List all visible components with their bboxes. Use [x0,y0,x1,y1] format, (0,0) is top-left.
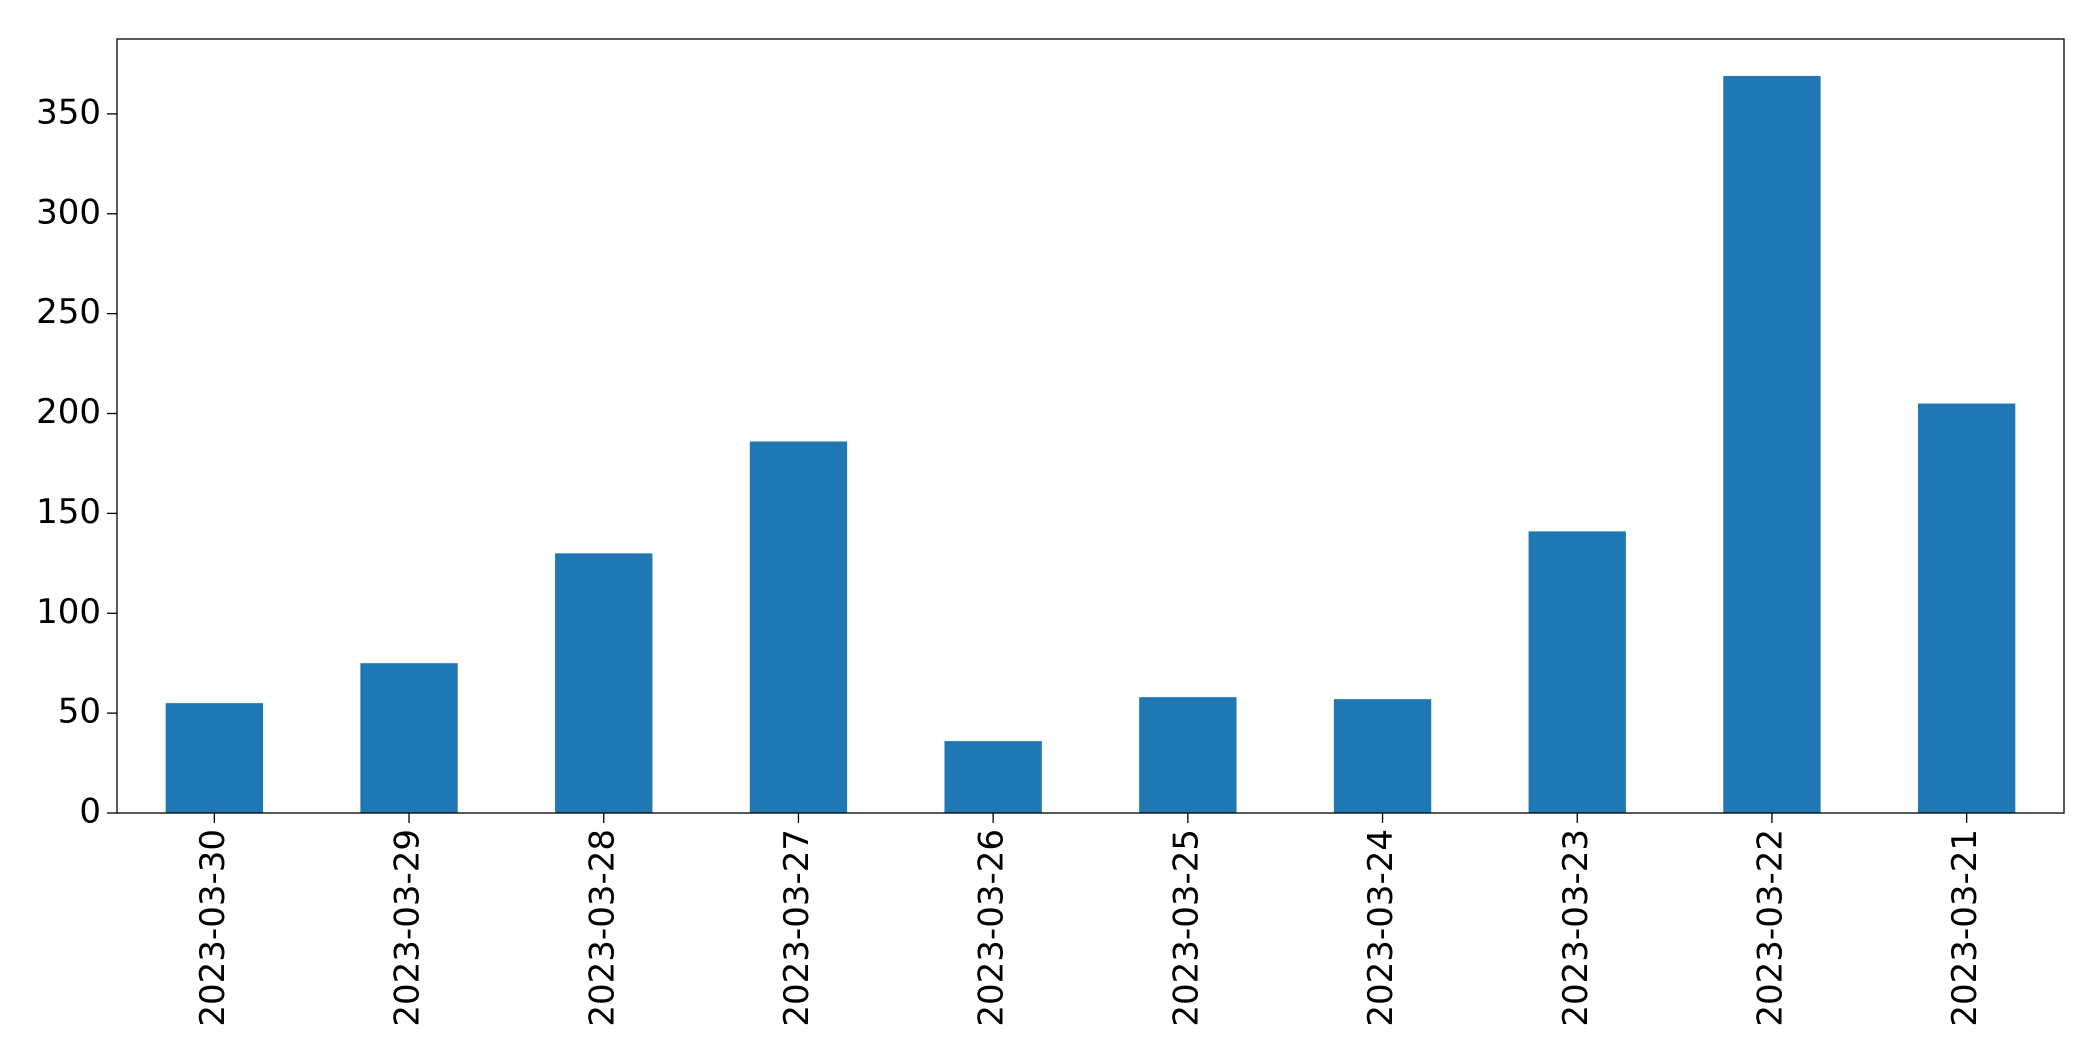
y-tick-label: 50 [58,692,101,732]
y-tick-label: 150 [36,492,101,532]
x-tick-label: 2023-03-22 [1750,829,1790,1027]
bar [555,553,653,813]
x-tick-label: 2023-03-23 [1556,829,1596,1027]
bar [165,703,264,813]
x-tick-label: 2023-03-28 [582,829,622,1027]
bar [1723,75,1821,813]
x-tick-label: 2023-03-21 [1945,829,1985,1027]
y-tick-label: 300 [36,192,101,232]
y-tick-label: 350 [36,92,101,132]
bar [944,741,1042,813]
x-tick-label: 2023-03-30 [193,829,233,1027]
y-tick-label: 100 [36,592,101,632]
x-tick-label: 2023-03-29 [388,829,428,1027]
bar [360,663,458,813]
x-tick-label: 2023-03-25 [1166,829,1206,1027]
x-tick-label: 2023-03-26 [972,829,1012,1027]
y-tick-label: 200 [36,392,101,432]
bar [1528,531,1626,813]
x-tick-label: 2023-03-24 [1361,829,1401,1027]
bar [1333,699,1432,813]
bar [1139,697,1237,813]
plot-frame [116,38,2065,814]
bar [1917,403,2016,813]
y-tick-label: 0 [79,792,101,832]
y-tick-label: 250 [36,292,101,332]
bar [749,441,848,813]
x-tick-label: 2023-03-27 [777,829,817,1027]
